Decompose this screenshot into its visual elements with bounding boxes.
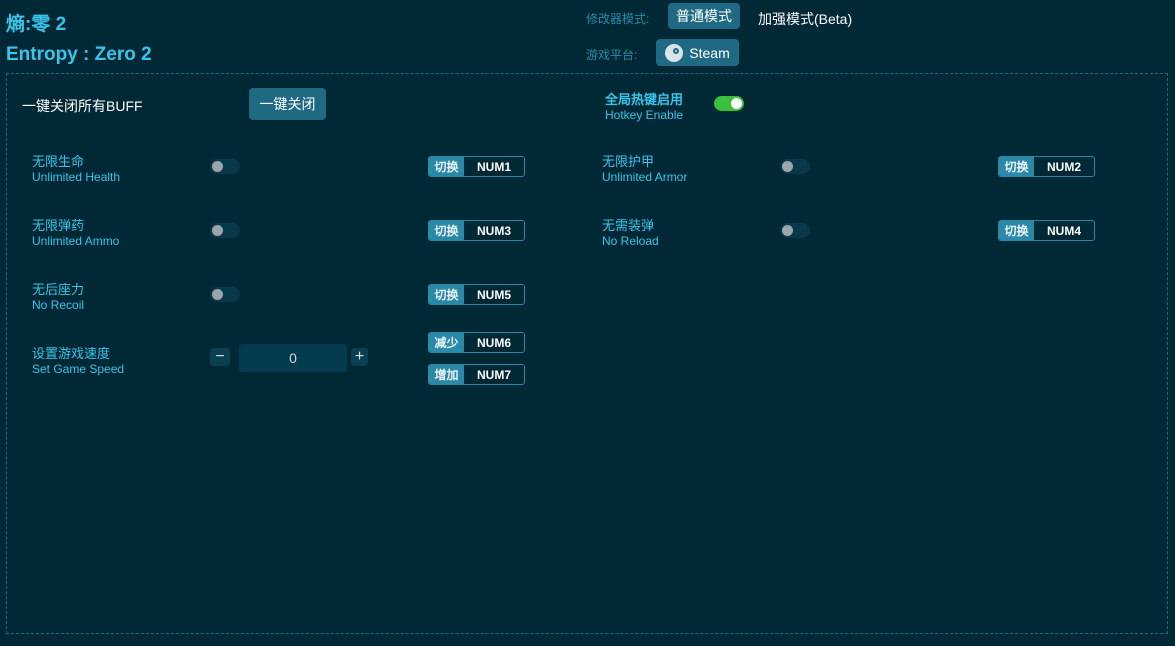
hotkey-badge[interactable]: 切换 NUM3 [428, 220, 525, 241]
hotkey-action: 减少 [429, 333, 464, 352]
cheat-label-cn: 无限弹药 [32, 218, 85, 233]
hotkey-action: 切换 [999, 221, 1034, 240]
hotkey-en: Hotkey Enable [605, 108, 684, 122]
platform-label: 游戏平台: [586, 48, 638, 62]
cheat-toggle[interactable] [780, 159, 810, 174]
cheat-label-en: Unlimited Health [32, 170, 121, 184]
title-en: Entropy : Zero 2 [6, 44, 152, 65]
hotkey-badge[interactable]: 切换 NUM5 [428, 284, 525, 305]
cheat-label-en: No Reload [602, 234, 659, 248]
steam-button[interactable]: Steam [656, 39, 739, 66]
hotkey-key: NUM6 [476, 335, 511, 350]
speed-decrease-button[interactable]: − [210, 348, 230, 366]
hotkey-key: NUM4 [1046, 223, 1081, 238]
speed-increase-button[interactable]: + [351, 348, 368, 366]
hotkey-cn: 全局热键启用 [605, 92, 684, 107]
speed-label-en: Set Game Speed [32, 362, 125, 376]
close-all-button[interactable]: 一键关闭 [249, 88, 326, 120]
hotkey-badge[interactable]: 增加 NUM7 [428, 364, 525, 385]
cheat-panel [6, 73, 1168, 634]
cheat-toggle[interactable] [210, 159, 240, 174]
hotkey-toggle[interactable] [714, 96, 744, 111]
cheat-toggle[interactable] [210, 223, 240, 238]
speed-input[interactable]: 0 [239, 344, 347, 372]
hotkey-key: NUM3 [476, 223, 511, 238]
hotkey-action: 切换 [429, 157, 464, 176]
hotkey-badge[interactable]: 切换 NUM1 [428, 156, 525, 177]
normal-mode-button[interactable]: 普通模式 [668, 3, 740, 29]
hotkey-key: NUM2 [1046, 159, 1081, 174]
cheat-label-en: No Recoil [32, 298, 85, 312]
speed-label-cn: 设置游戏速度 [32, 346, 111, 361]
cheat-label-cn: 无需装弹 [602, 218, 655, 233]
enhanced-mode-button[interactable]: 加强模式(Beta) [758, 11, 853, 27]
title-cn: 熵:零 2 [6, 14, 67, 35]
steam-label: Steam [689, 44, 730, 61]
hotkey-action: 切换 [429, 285, 464, 304]
mode-label: 修改器模式: [586, 12, 650, 26]
hotkey-badge[interactable]: 切换 NUM4 [998, 220, 1095, 241]
cheat-label-cn: 无后座力 [32, 282, 85, 297]
close-all-label: 一键关闭所有BUFF [22, 98, 143, 114]
hotkey-key: NUM7 [476, 367, 511, 382]
cheat-label-en: Unlimited Ammo [32, 234, 120, 248]
cheat-label-cn: 无限护甲 [602, 154, 655, 169]
hotkey-action: 切换 [429, 221, 464, 240]
steam-icon [665, 43, 684, 62]
hotkey-badge[interactable]: 切换 NUM2 [998, 156, 1095, 177]
cheat-label-en: Unlimited Armor [602, 170, 688, 184]
hotkey-action: 增加 [429, 365, 464, 384]
hotkey-badge[interactable]: 减少 NUM6 [428, 332, 525, 353]
hotkey-action: 切换 [999, 157, 1034, 176]
cheat-label-cn: 无限生命 [32, 154, 85, 169]
cheat-toggle[interactable] [780, 223, 810, 238]
cheat-toggle[interactable] [210, 287, 240, 302]
hotkey-key: NUM1 [476, 159, 511, 174]
hotkey-key: NUM5 [476, 287, 511, 302]
